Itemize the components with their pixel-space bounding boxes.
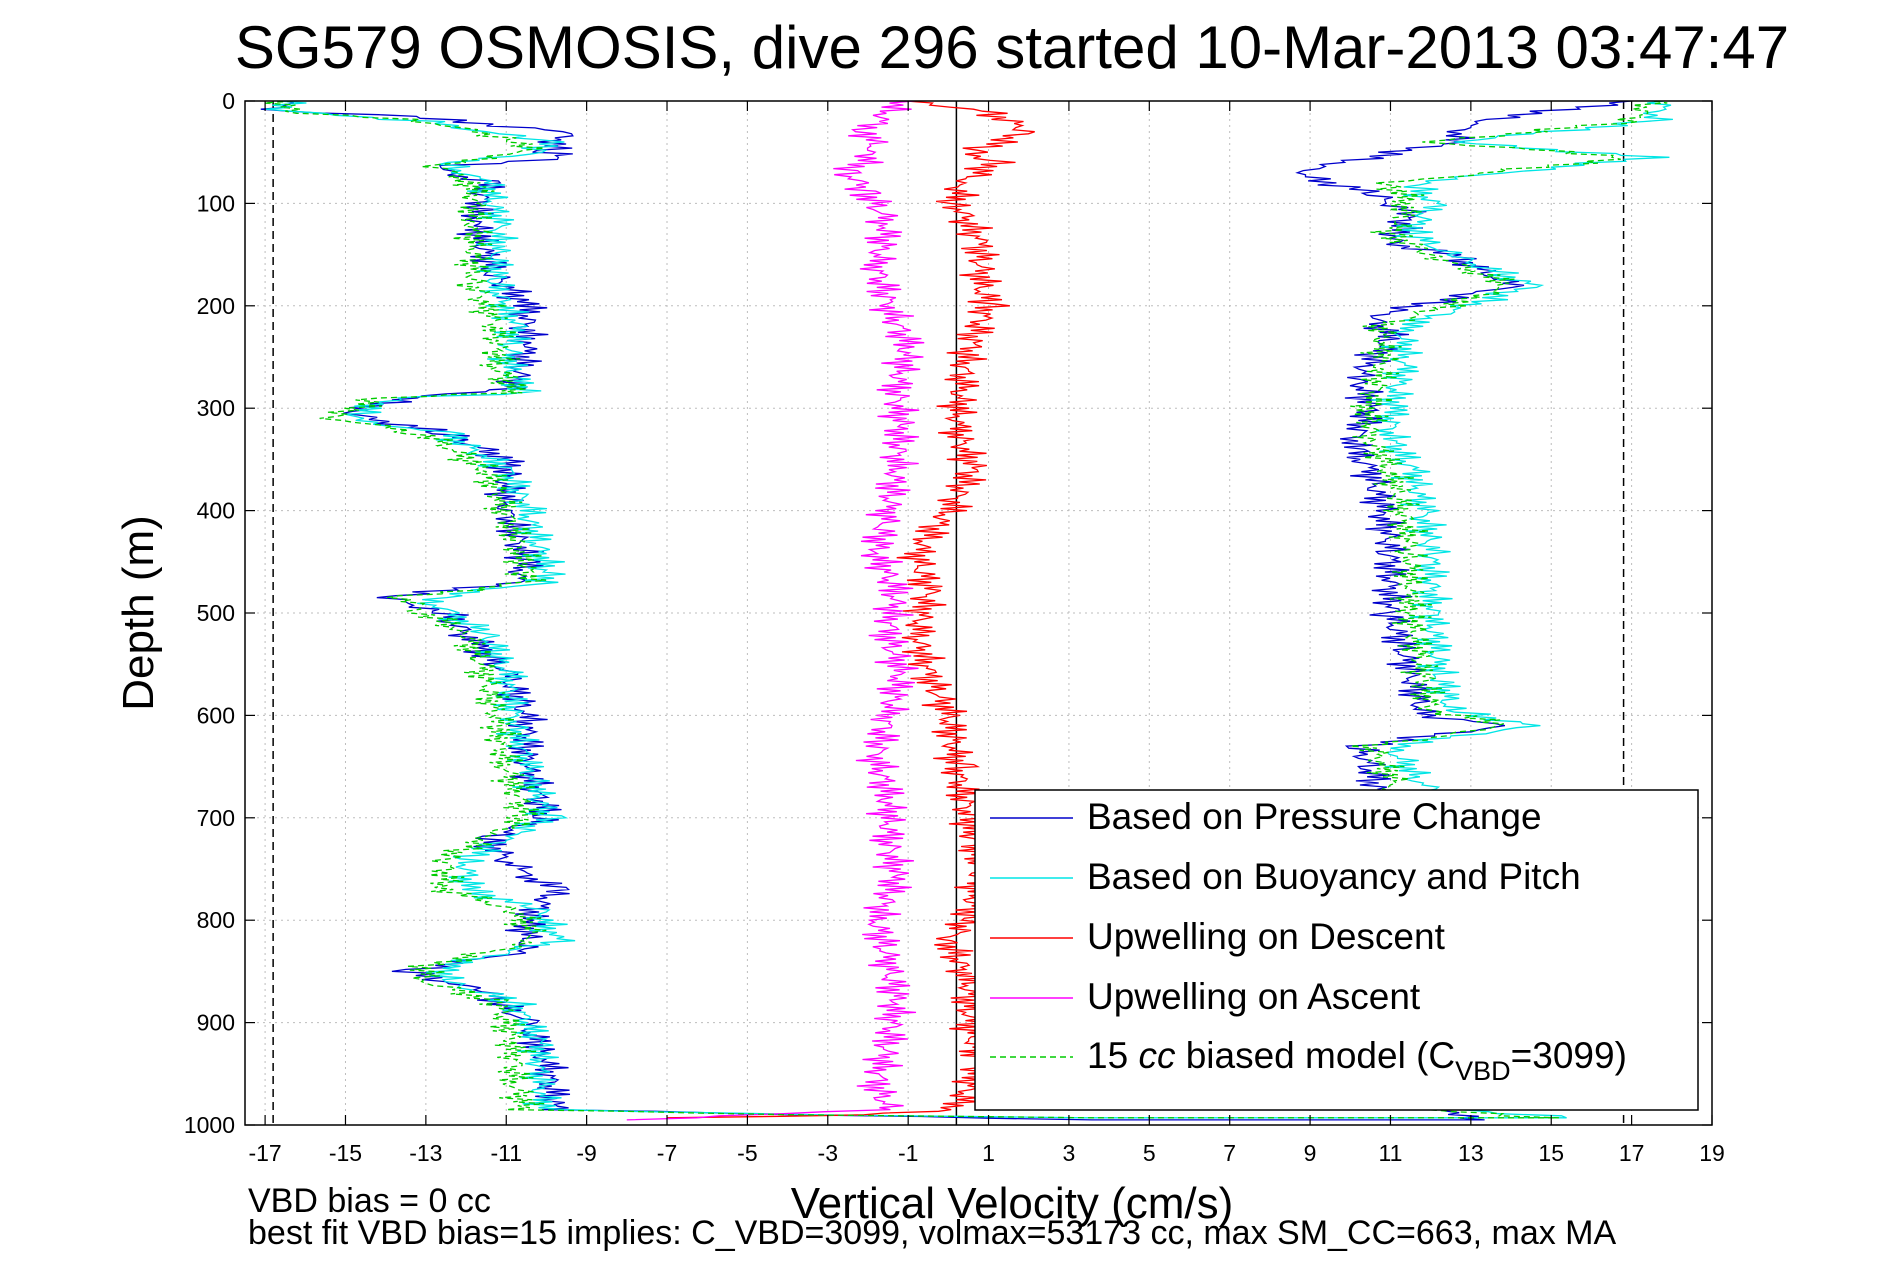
x-tick-label: 7 <box>1223 1140 1236 1166</box>
x-tick-label: -3 <box>818 1140 838 1166</box>
series-line-5 <box>263 101 1668 1119</box>
x-tick-label: -13 <box>409 1140 442 1166</box>
chart-title: SG579 OSMOSIS, dive 296 started 10-Mar-2… <box>235 14 1789 81</box>
annotation-vbd-bias: VBD bias = 0 cc <box>248 1182 491 1220</box>
legend-label-4: Upwelling on Ascent <box>1087 976 1421 1017</box>
legend-box <box>974 789 1699 1111</box>
x-tick-label: 11 <box>1379 1140 1403 1166</box>
x-axis-label: Vertical Velocity (cm/s) <box>791 1179 1234 1228</box>
legend-label-biased-model: 15 cc biased model (CVBD=3099) <box>1087 1035 1627 1086</box>
legend-label-1: Based on Pressure Change <box>1087 796 1542 837</box>
x-tick-label: 13 <box>1458 1140 1484 1166</box>
y-tick-label: 400 <box>197 498 235 524</box>
x-tick-label: 3 <box>1063 1140 1076 1166</box>
annotation-best-fit: best fit VBD bias=15 implies: C_VBD=3099… <box>248 1214 1617 1252</box>
legend-label-3: Upwelling on Descent <box>1087 916 1446 957</box>
data-series <box>260 101 1673 1121</box>
x-tick-label: 9 <box>1304 1140 1317 1166</box>
legend: Based on Pressure Change Based on Buoyanc… <box>974 789 1699 1111</box>
legend-label-2: Based on Buoyancy and Pitch <box>1087 856 1581 897</box>
x-tick-label: -9 <box>576 1140 596 1166</box>
y-tick-label: 800 <box>197 907 235 933</box>
x-tick-label: 5 <box>1143 1140 1156 1166</box>
y-tick-label: 100 <box>197 190 235 216</box>
x-tick-label: 15 <box>1538 1140 1564 1166</box>
y-tick-label: 1000 <box>184 1112 235 1138</box>
x-tick-label: 19 <box>1699 1140 1725 1166</box>
y-axis-ticks: 0 100 200 300 400 500 600 700 800 900 1000 <box>184 88 1712 1138</box>
y-tick-label: 0 <box>222 88 235 114</box>
x-tick-label: -7 <box>657 1140 677 1166</box>
y-axis-label: Depth (m) <box>114 515 163 711</box>
x-tick-label: 1 <box>982 1140 995 1166</box>
series-line-2 <box>265 101 1673 1119</box>
x-tick-label: -15 <box>329 1140 362 1166</box>
x-tick-label: 17 <box>1619 1140 1645 1166</box>
x-tick-label: -17 <box>248 1140 281 1166</box>
x-tick-label: -1 <box>898 1140 918 1166</box>
y-tick-label: 700 <box>197 805 235 831</box>
x-axis-ticks: -17 -15 -13 -11 -9 -7 -5 -3 -1 1 3 5 7 9 11 13 15 17 19 <box>248 101 1725 1166</box>
x-tick-label: -11 <box>490 1140 522 1166</box>
series-line-4 <box>626 101 925 1121</box>
y-tick-label: 200 <box>197 293 235 319</box>
series-line-3 <box>666 101 1035 1119</box>
x-tick-label: -5 <box>737 1140 757 1166</box>
y-tick-label: 900 <box>197 1010 235 1036</box>
y-tick-label: 300 <box>197 395 235 421</box>
y-tick-label: 600 <box>197 702 235 728</box>
y-tick-label: 500 <box>197 600 235 626</box>
